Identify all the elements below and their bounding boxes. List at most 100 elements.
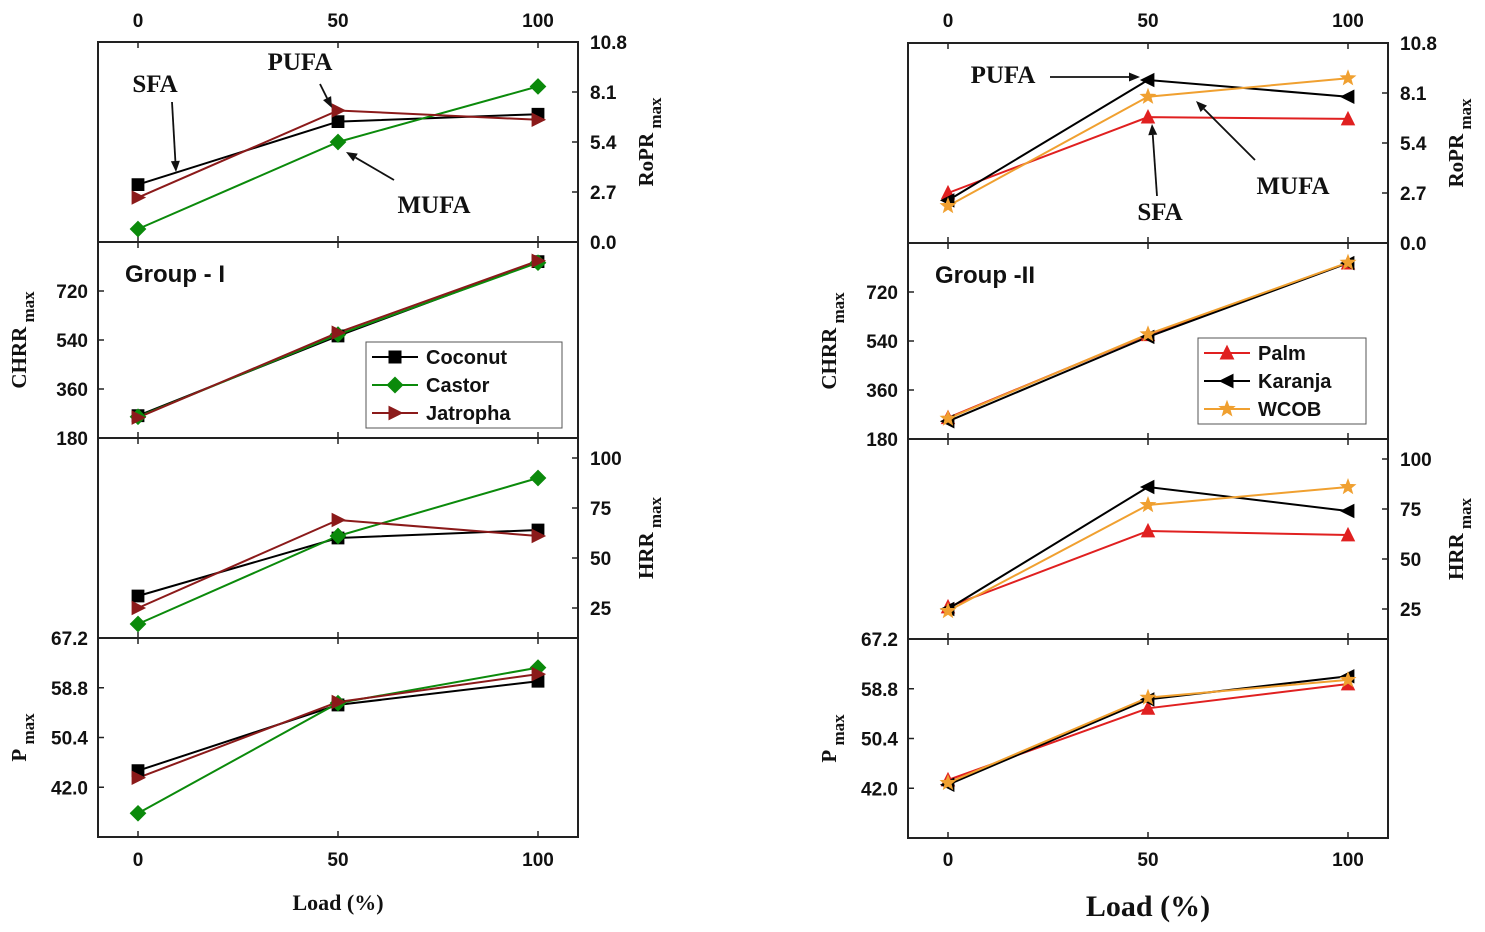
panel-hrr: 25 50 75 100 HRR max <box>97 437 665 639</box>
y-tick-0.0: 0.0 <box>590 233 616 254</box>
data-point-palm <box>1340 526 1356 542</box>
y-tick-50: 50 <box>1400 550 1421 571</box>
group-label: Group - I <box>125 261 225 288</box>
panel-chrr: 180 360 540 720 CHRR max <box>817 242 1389 451</box>
y-tick-50.4: 50.4 <box>51 729 88 750</box>
data-point-wcob <box>939 197 957 214</box>
y-axis-label-sub: max <box>1456 497 1475 533</box>
data-point-karanja <box>1139 72 1155 88</box>
series-line-castor <box>137 477 539 625</box>
legend: Palm Karanja WCOB <box>1197 337 1367 425</box>
chart-group-1: 0 0 50 50 100 100 Load (%) 0.0 2.7 5.4 8.1 10.8 RoPR… <box>7 11 665 915</box>
legend-label: Karanja <box>1258 371 1332 393</box>
annotation-arrow-line <box>355 156 395 181</box>
legend-swatch-marker <box>388 405 404 421</box>
y-tick-67.2: 67.2 <box>51 629 88 650</box>
plot-frame <box>97 637 579 838</box>
plot-frame <box>907 638 1389 839</box>
x-tick-bottom-0: 0 <box>133 850 144 871</box>
annotation-arrow-head <box>1129 72 1140 82</box>
panel-p: 42.0 50.4 58.8 67.2 P max <box>817 630 1389 839</box>
y-tick-360: 360 <box>56 380 88 401</box>
y-tick-2.7: 2.7 <box>590 183 616 204</box>
data-point-karanja <box>1139 479 1155 495</box>
x-tick-bottom-0: 0 <box>943 850 954 871</box>
x-tick-top-50: 50 <box>327 11 348 32</box>
y-axis-label-hrr: HRR max <box>1444 497 1475 580</box>
y-axis-label-main: CHRR <box>817 327 841 390</box>
x-tick-bottom-50: 50 <box>327 850 348 871</box>
annotation-sfa: SFA <box>132 71 180 172</box>
data-point-wcob <box>1139 325 1157 342</box>
annotation-arrow-head <box>323 96 332 108</box>
annotation-arrow-line <box>1203 108 1256 161</box>
data-point-wcob <box>1139 496 1157 513</box>
data-point-palm <box>1140 522 1156 538</box>
annotation-arrow-head <box>170 160 180 172</box>
chart-group-2: 0 0 50 50 100 100 Load (%) 0.0 2.7 5.4 8.1 10.8 RoPR… <box>817 11 1475 923</box>
y-tick-720: 720 <box>56 282 88 303</box>
y-axis-label-p: P max <box>817 714 848 763</box>
legend: Coconut Castor Jatropha <box>365 341 563 429</box>
y-tick-42.0: 42.0 <box>51 778 88 799</box>
data-point-jatropha <box>131 600 147 616</box>
data-point-castor <box>329 133 347 151</box>
data-point-castor <box>329 527 347 545</box>
annotation-arrow-line <box>1151 134 1158 197</box>
annotation-label: MUFA <box>1256 173 1329 200</box>
y-axis-label-hrr: HRR max <box>634 496 665 579</box>
y-tick-100: 100 <box>590 449 622 470</box>
x-tick-bottom-100: 100 <box>522 850 554 871</box>
data-point-palm <box>1140 108 1156 124</box>
x-axis-label: Load (%) <box>292 890 383 915</box>
y-tick-8.1: 8.1 <box>590 83 617 104</box>
data-point-karanja <box>1339 503 1355 519</box>
annotation-arrow-head <box>1148 124 1158 136</box>
data-point-castor <box>129 804 147 822</box>
y-tick-5.4: 5.4 <box>590 133 617 154</box>
data-point-wcob <box>939 602 957 619</box>
y-axis-label-sub: max <box>646 496 665 532</box>
y-axis-label-chrr: CHRR max <box>7 291 38 389</box>
y-tick-75: 75 <box>590 499 612 520</box>
y-tick-10.8: 10.8 <box>1400 34 1437 55</box>
data-point-coconut <box>331 115 345 129</box>
annotation-label: MUFA <box>397 192 470 219</box>
annotation-sfa: SFA <box>1137 124 1183 226</box>
data-point-wcob <box>1339 670 1357 688</box>
y-tick-540: 540 <box>56 331 88 352</box>
legend-swatch-marker <box>1219 344 1235 360</box>
y-tick-58.8: 58.8 <box>861 680 898 701</box>
x-tick-bottom-100: 100 <box>1332 850 1364 871</box>
data-point-wcob <box>939 773 957 791</box>
y-tick-50.4: 50.4 <box>861 730 898 751</box>
annotation-arrow-line <box>171 101 177 162</box>
panel-hrr: 25 50 75 100 HRR max <box>907 438 1475 640</box>
legend-label: Castor <box>426 375 490 397</box>
data-point-jatropha <box>331 325 347 340</box>
data-point-castor <box>129 615 147 633</box>
y-axis-label-main: RoPR <box>1444 133 1468 187</box>
legend-entry-castor: Castor <box>372 375 490 397</box>
y-axis-label-main: HRR <box>634 532 658 580</box>
y-axis-label-main: CHRR <box>7 326 31 389</box>
annotation-pufa: PUFA <box>971 62 1140 89</box>
series-line-jatropha <box>137 673 539 779</box>
x-axis-label: Load (%) <box>1086 890 1210 923</box>
data-point-jatropha <box>131 770 147 786</box>
y-tick-540: 540 <box>866 332 898 353</box>
y-axis-label-main: P <box>7 749 31 762</box>
y-tick-720: 720 <box>866 283 898 304</box>
series-line-palm <box>947 529 1349 608</box>
data-point-wcob <box>1139 87 1157 104</box>
data-point-jatropha <box>131 190 147 205</box>
y-tick-180: 180 <box>56 429 88 450</box>
y-axis-label-sub: max <box>646 97 665 133</box>
y-axis-label-sub: max <box>19 713 38 749</box>
annotation-label: PUFA <box>971 62 1036 89</box>
data-point-castor <box>529 78 547 95</box>
x-tick-top-100: 100 <box>522 11 554 32</box>
y-tick-100: 100 <box>1400 450 1432 471</box>
x-tick-top-0: 0 <box>943 11 954 32</box>
